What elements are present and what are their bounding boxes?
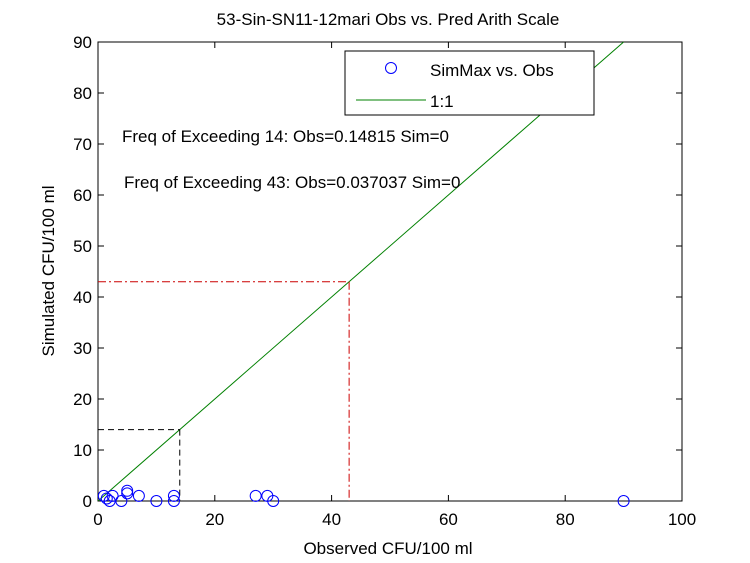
data-point [132,489,145,502]
data-point [115,495,128,507]
data-point [267,495,280,507]
data-lines [98,42,624,501]
x-tick-label: 0 [93,510,102,529]
y-tick-label: 20 [73,390,92,409]
x-axis-label: Observed CFU/100 ml [303,539,472,558]
y-tick-label: 40 [73,288,92,307]
x-tick-label: 80 [556,510,575,529]
y-tick-label: 10 [73,441,92,460]
threshold-guides [98,281,350,501]
y-axis-label: Simulated CFU/100 ml [39,185,58,356]
x-tick-label: 40 [322,510,341,529]
y-tick-label: 30 [73,339,92,358]
data-point [167,489,180,502]
legend: SimMax vs. Obs 1:1 [344,50,595,116]
plot-frame [97,41,683,502]
data-point [249,489,262,502]
legend-label-one-to-one: 1:1 [430,92,454,111]
annotation-exceed-14: Freq of Exceeding 14: Obs=0.14815 Sim=0 [122,127,449,146]
y-tick-label: 0 [83,492,92,511]
data-point [150,495,163,507]
chart-title: 53-Sin-SN11-12mari Obs vs. Pred Arith Sc… [217,10,560,29]
x-tick-label: 20 [205,510,224,529]
legend-marker-circle [385,62,397,74]
x-tick-label: 60 [439,510,458,529]
y-tick-label: 60 [73,186,92,205]
y-tick-label: 80 [73,84,92,103]
data-point [167,495,180,507]
plot-area: 0 20 40 60 80 100 0 10 20 30 40 50 60 70 80 90 [73,33,696,529]
data-point [121,487,134,500]
data-point [121,484,134,497]
y-tick-label: 70 [73,135,92,154]
data-point [100,492,113,505]
data-point [617,495,630,507]
y-tick-label: 90 [73,33,92,52]
one-to-one-line [98,42,624,501]
legend-label-simmax: SimMax vs. Obs [430,61,554,80]
data-point [106,489,119,502]
data-markers [97,484,630,507]
annotation-exceed-43: Freq of Exceeding 43: Obs=0.037037 Sim=0 [124,173,460,192]
axis-ticks: 0 20 40 60 80 100 0 10 20 30 40 50 60 70 80 90 [73,33,696,529]
legend-box [344,50,595,116]
y-tick-label: 50 [73,237,92,256]
x-tick-label: 100 [668,510,696,529]
